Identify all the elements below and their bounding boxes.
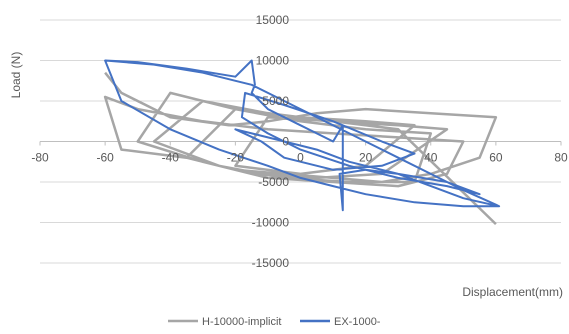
legend-label: H-10000-implicit [202,316,281,328]
gridlines [39,19,562,264]
series-line-h-10000-implicit [103,71,498,225]
x-tick-label: -40 [162,151,180,165]
series-line-ex-1000 [104,59,501,212]
y-tick-label: 10000 [256,54,290,68]
x-tick-label: 20 [359,151,373,165]
y-tick-label: 5000 [262,94,289,108]
y-tick-label: 0 [282,135,289,149]
x-tick-label: -20 [227,151,245,165]
y-tick-label: 15000 [256,13,290,27]
x-tick-label: 0 [297,151,304,165]
x-axis-title: Displacement(mm) [462,285,563,299]
legend-label: EX-1000- [334,316,381,328]
y-tick-label: -5000 [258,175,289,189]
x-tick-label: -80 [31,151,49,165]
legend: H-10000-implicit EX-1000- [168,316,381,328]
x-tick-label: 80 [554,151,568,165]
y-tick-label: -10000 [252,216,290,230]
tick-labels: 15000 10000 5000 0 -5000 -10000 -15000 -80 -60 -4… [31,13,568,270]
y-tick-label: -15000 [252,256,290,270]
series-lines [103,59,501,225]
y-axis-title: Load (N) [9,52,23,99]
x-tick-label: -60 [96,151,114,165]
x-tick-label: 40 [424,151,438,165]
x-tick-label: 60 [489,151,503,165]
